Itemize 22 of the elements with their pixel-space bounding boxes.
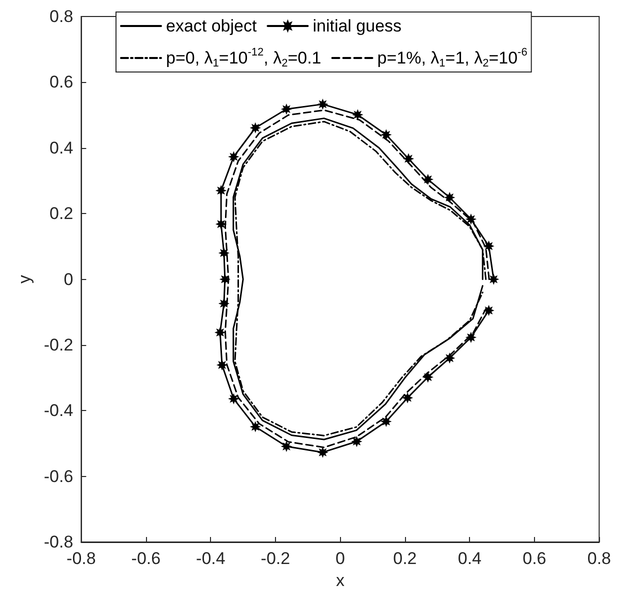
x-tick-label: -0.2 <box>260 549 290 568</box>
y-tick-label: -0.4 <box>44 401 74 420</box>
y-tick-label: 0.2 <box>50 204 74 224</box>
y-tick-label: 0.4 <box>50 138 74 158</box>
y-tick-label: -0.2 <box>44 335 74 354</box>
x-tick-label: 0.8 <box>587 549 612 568</box>
x-tick-label: 0 <box>335 549 345 568</box>
x-tick-label: 0.4 <box>458 549 482 568</box>
y-axis-title: y <box>15 274 34 284</box>
y-tick-label: 0.6 <box>50 72 74 92</box>
y-tick-label: -0.6 <box>44 466 74 486</box>
x-tick-label: 0.6 <box>522 549 546 568</box>
x-tick-label: 0.2 <box>393 549 417 568</box>
x-axis-title: x <box>336 570 345 590</box>
legend-label: initial guess <box>312 16 402 36</box>
x-tick-label: -0.8 <box>66 549 96 568</box>
y-tick-label: 0.8 <box>50 7 74 26</box>
x-tick-label: -0.4 <box>196 549 226 568</box>
y-tick-label: -0.8 <box>44 532 74 552</box>
legend-label: exact object <box>166 16 257 36</box>
x-tick-label: -0.6 <box>131 549 161 568</box>
y-tick-label: 0 <box>64 270 74 289</box>
